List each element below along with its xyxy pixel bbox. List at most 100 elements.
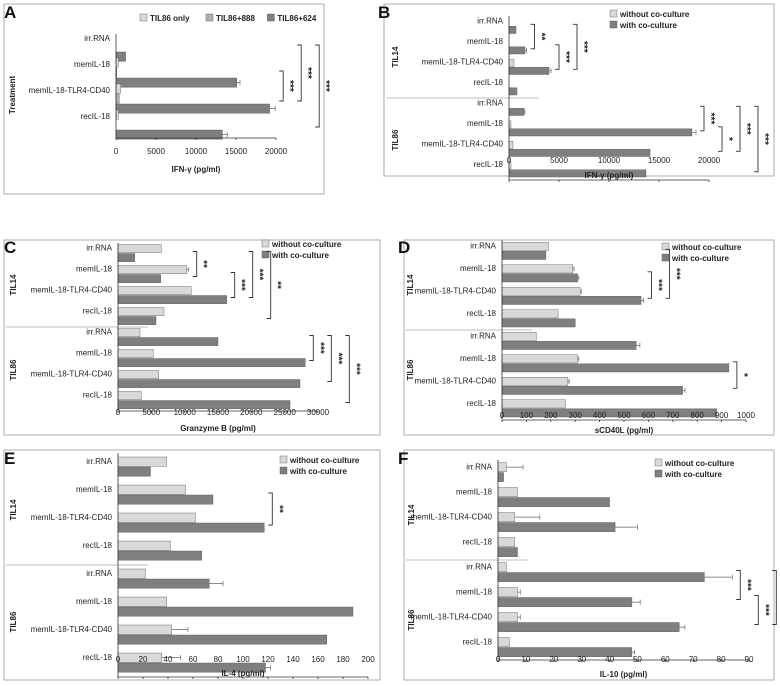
x-tick-label: 10000 (185, 147, 208, 156)
significance-label: *** (284, 80, 295, 92)
category-label: recIL-18 (474, 78, 504, 87)
significance-label: *** (314, 342, 325, 354)
legend-label: with co-culture (664, 470, 722, 479)
legend-label: with co-culture (671, 254, 729, 263)
significance-bracket (268, 492, 273, 526)
group-label: TIL14 (391, 46, 400, 67)
bar (117, 494, 214, 505)
legend-swatch (654, 458, 663, 467)
significance-label: ** (272, 281, 283, 289)
panel-letter: D (398, 238, 410, 257)
bar (117, 379, 301, 388)
group-label: TIL86 (9, 611, 18, 632)
x-tick-label: 5000 (142, 408, 160, 417)
bar (117, 456, 167, 467)
x-tick-label: 100 (520, 411, 534, 420)
legend: without co-culture with co-culture (261, 239, 342, 260)
legend: TIL86 only TIL86+888 TIL86+624 (139, 13, 317, 23)
significance-label: *** (759, 133, 770, 145)
x-tick-label: 100 (236, 655, 250, 664)
bar (508, 128, 693, 137)
bar (117, 307, 165, 316)
x-tick-label: 800 (691, 411, 705, 420)
bar (497, 637, 510, 647)
x-tick-label: 5000 (147, 147, 165, 156)
bar (501, 287, 581, 296)
error-bar (636, 342, 641, 348)
bar (497, 462, 507, 472)
category-label: memIL-18-TLR4-CD40 (422, 139, 504, 148)
legend-label: with co-culture (619, 21, 677, 30)
bar (501, 386, 683, 395)
significance-bracket (230, 272, 236, 298)
error-bar (577, 275, 580, 281)
group-label: TIL86 (406, 359, 415, 380)
category-label: recIL-18 (467, 309, 497, 318)
x-tick-label: 80 (214, 655, 223, 664)
x-tick-label: 200 (361, 655, 375, 664)
category-label: memIL-18 (76, 485, 113, 494)
legend-label: with co-culture (271, 251, 329, 260)
x-tick-label: 30 (577, 655, 586, 664)
significance-bracket (309, 335, 314, 361)
category-label: irr.RNA (84, 34, 110, 43)
bar (497, 472, 504, 482)
category-label: recIL-18 (467, 399, 497, 408)
category-label: irr.RNA (477, 16, 503, 25)
error-bar (161, 655, 181, 661)
category-label: irr.RNA (470, 331, 496, 340)
bar (117, 606, 354, 617)
category-label: recIL-18 (83, 391, 113, 400)
bar (497, 537, 515, 547)
x-tick-label: 90 (745, 655, 754, 664)
category-label: recIL-18 (463, 538, 493, 547)
bar (117, 550, 203, 561)
significance-bracket (718, 126, 723, 152)
bar (501, 296, 642, 305)
legend-swatch (267, 13, 275, 22)
error-bar (615, 524, 638, 530)
bar (497, 612, 518, 622)
bar (501, 332, 537, 341)
legend-label: without co-culture (671, 243, 742, 252)
x-axis-label: IFN-γ (pg/ml) (172, 165, 221, 174)
x-tick-label: 1000 (737, 411, 755, 420)
bar (497, 522, 616, 532)
bar (501, 363, 730, 373)
bar (501, 408, 717, 418)
category-label: irr.RNA (86, 328, 112, 337)
category-label: memIL-18 (467, 37, 504, 46)
category-label: irr.RNA (466, 463, 492, 472)
legend-swatch (261, 239, 270, 248)
x-tick-label: 20 (139, 655, 148, 664)
category-label: memIL-18 (76, 597, 113, 606)
error-bar (186, 267, 190, 273)
x-tick-label: 20000 (240, 408, 263, 417)
category-label: memIL-18 (460, 264, 497, 273)
category-label: memIL-18 (76, 349, 113, 358)
legend-swatch (654, 469, 663, 478)
category-label: memIL-18 (456, 488, 493, 497)
bar (117, 316, 157, 325)
significance-label: * (738, 373, 749, 377)
panel-letter: C (4, 238, 16, 257)
panel-frame (3, 449, 381, 681)
bar (117, 265, 187, 274)
category-label: memIL-18-TLR4-CD40 (31, 625, 113, 634)
category-label: recIL-18 (83, 653, 113, 662)
x-tick-label: 20 (549, 655, 558, 664)
x-tick-label: 600 (642, 411, 656, 420)
category-label: memIL-18-TLR4-CD40 (31, 286, 113, 295)
significance-label: *** (759, 604, 770, 616)
bar (117, 253, 135, 262)
error-bar (631, 649, 636, 655)
bar (497, 587, 518, 597)
legend-swatch (205, 13, 214, 22)
x-tick-label: 140 (286, 655, 300, 664)
x-tick-label: 10000 (598, 156, 621, 165)
category-label: memIL-18 (76, 265, 113, 274)
legend-swatch (661, 242, 670, 251)
significance-bracket (754, 105, 759, 173)
